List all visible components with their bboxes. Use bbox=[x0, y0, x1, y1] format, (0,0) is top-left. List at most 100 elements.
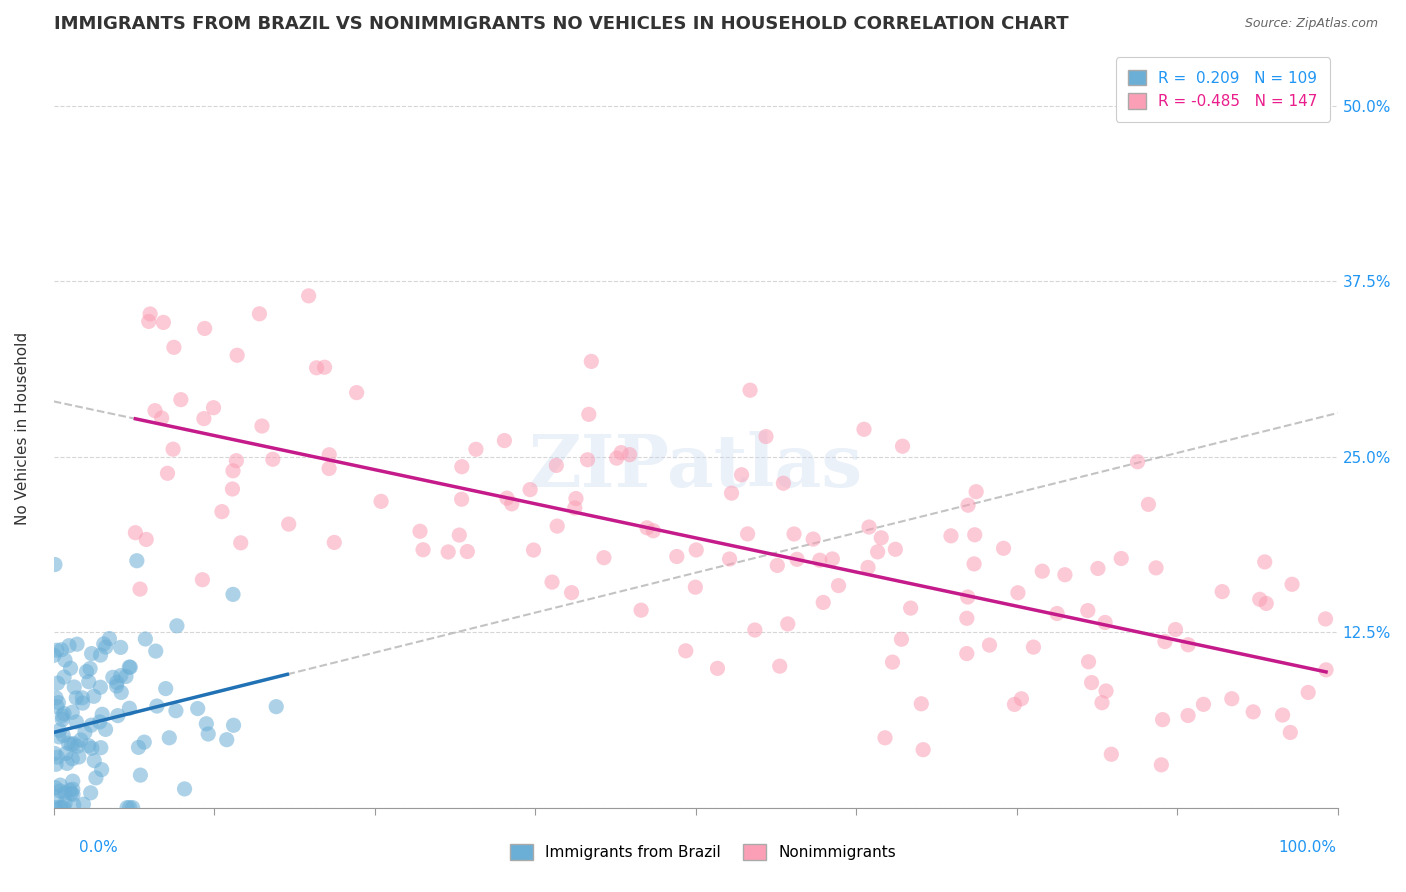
Point bbox=[152, 315, 174, 329]
Point bbox=[94, 640, 117, 654]
Point bbox=[89, 714, 111, 729]
Point bbox=[1010, 691, 1032, 706]
Point bbox=[1077, 604, 1099, 618]
Point bbox=[346, 385, 368, 400]
Y-axis label: No Vehicles in Household: No Vehicles in Household bbox=[15, 332, 30, 525]
Point bbox=[90, 763, 112, 777]
Point bbox=[900, 601, 922, 615]
Point bbox=[46, 790, 69, 805]
Point bbox=[49, 784, 72, 798]
Point bbox=[157, 731, 180, 745]
Point bbox=[956, 611, 979, 625]
Point bbox=[541, 575, 564, 590]
Text: ZIPatlas: ZIPatlas bbox=[529, 431, 863, 502]
Point bbox=[162, 442, 184, 457]
Point bbox=[610, 445, 633, 459]
Point bbox=[630, 603, 652, 617]
Point bbox=[66, 637, 89, 651]
Point bbox=[170, 392, 193, 407]
Point bbox=[60, 706, 83, 720]
Point bbox=[675, 644, 697, 658]
Point bbox=[318, 461, 340, 475]
Point bbox=[80, 718, 103, 732]
Point bbox=[105, 679, 128, 693]
Point bbox=[90, 740, 112, 755]
Point bbox=[80, 786, 103, 800]
Point bbox=[1126, 455, 1149, 469]
Point bbox=[1095, 684, 1118, 698]
Point bbox=[83, 690, 105, 704]
Legend: R =  0.209   N = 109, R = -0.485   N = 147: R = 0.209 N = 109, R = -0.485 N = 147 bbox=[1115, 57, 1330, 121]
Point bbox=[965, 484, 987, 499]
Point bbox=[808, 553, 831, 567]
Point bbox=[298, 289, 321, 303]
Point bbox=[226, 348, 249, 362]
Point bbox=[565, 491, 588, 506]
Point bbox=[77, 739, 100, 753]
Point bbox=[576, 452, 599, 467]
Point bbox=[211, 505, 233, 519]
Point bbox=[1279, 725, 1302, 739]
Text: IMMIGRANTS FROM BRAZIL VS NONIMMIGRANTS NO VEHICLES IN HOUSEHOLD CORRELATION CHA: IMMIGRANTS FROM BRAZIL VS NONIMMIGRANTS … bbox=[53, 15, 1069, 33]
Point bbox=[853, 422, 876, 436]
Point bbox=[1109, 551, 1132, 566]
Point bbox=[619, 448, 641, 462]
Point bbox=[120, 660, 142, 674]
Point bbox=[564, 500, 586, 515]
Point bbox=[772, 476, 794, 491]
Point bbox=[45, 690, 67, 705]
Point bbox=[72, 797, 94, 812]
Point bbox=[80, 741, 103, 756]
Point bbox=[262, 452, 284, 467]
Point bbox=[450, 492, 472, 507]
Point bbox=[1177, 638, 1199, 652]
Point bbox=[110, 640, 132, 655]
Point bbox=[49, 800, 72, 814]
Point bbox=[62, 774, 84, 789]
Point bbox=[173, 781, 195, 796]
Point bbox=[450, 459, 472, 474]
Point bbox=[65, 690, 87, 705]
Point bbox=[48, 723, 70, 738]
Point bbox=[755, 429, 778, 443]
Point bbox=[49, 778, 72, 792]
Text: Source: ZipAtlas.com: Source: ZipAtlas.com bbox=[1244, 17, 1378, 29]
Point bbox=[79, 662, 101, 676]
Point bbox=[250, 419, 273, 434]
Point bbox=[1296, 685, 1319, 699]
Point bbox=[46, 699, 69, 714]
Point bbox=[1046, 607, 1069, 621]
Point bbox=[956, 647, 979, 661]
Point bbox=[519, 483, 541, 497]
Point bbox=[866, 545, 889, 559]
Point bbox=[870, 531, 893, 545]
Point bbox=[194, 321, 217, 335]
Point bbox=[1053, 567, 1076, 582]
Point bbox=[884, 542, 907, 557]
Point bbox=[193, 411, 215, 425]
Point bbox=[155, 681, 177, 696]
Point bbox=[737, 527, 759, 541]
Point bbox=[910, 697, 932, 711]
Point bbox=[522, 543, 544, 558]
Point bbox=[69, 733, 91, 747]
Point bbox=[62, 782, 84, 797]
Point bbox=[1281, 577, 1303, 591]
Point bbox=[1256, 596, 1278, 610]
Point bbox=[606, 451, 628, 466]
Point bbox=[456, 544, 478, 558]
Point bbox=[89, 648, 111, 662]
Point bbox=[62, 797, 84, 812]
Point bbox=[67, 750, 90, 764]
Point bbox=[125, 554, 148, 568]
Point bbox=[1094, 615, 1116, 630]
Point bbox=[1022, 640, 1045, 654]
Point bbox=[873, 731, 896, 745]
Point bbox=[139, 307, 162, 321]
Point bbox=[145, 644, 167, 658]
Point bbox=[412, 542, 434, 557]
Point bbox=[718, 552, 741, 566]
Point bbox=[197, 727, 219, 741]
Point bbox=[1241, 705, 1264, 719]
Point bbox=[53, 786, 76, 800]
